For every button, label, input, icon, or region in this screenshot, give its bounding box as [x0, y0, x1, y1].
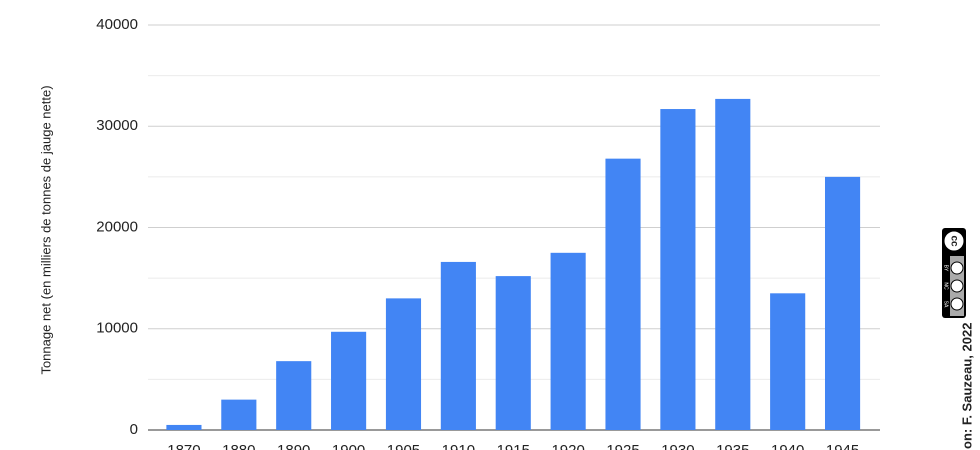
- badge-part: BY: [943, 265, 949, 272]
- badge-icon: [950, 297, 964, 311]
- badge-icon: [950, 261, 964, 275]
- bar: [385, 298, 422, 430]
- bar: [276, 361, 312, 430]
- badge-icon: [950, 279, 964, 293]
- bar: [331, 331, 367, 430]
- x-tick-label: 1920: [551, 442, 584, 450]
- y-tick-label: 40000: [96, 16, 138, 33]
- bar: [715, 98, 751, 430]
- x-tick-label: 1870: [167, 442, 200, 450]
- bar: [824, 176, 861, 430]
- x-tick-label: 1900: [332, 442, 365, 450]
- badge-part: NC: [943, 282, 949, 290]
- bar: [440, 261, 476, 430]
- x-tick-label: 1880: [222, 442, 255, 450]
- x-tick-label: 1925: [606, 442, 639, 450]
- credit: on: F. Sauzeau, 2022: [959, 323, 974, 449]
- bar: [495, 276, 531, 430]
- x-tick-label: 1890: [277, 442, 310, 450]
- bar: [770, 293, 806, 430]
- x-tick-label: 1935: [716, 442, 749, 450]
- x-tick-label: 1915: [497, 442, 530, 450]
- y-tick-label: 0: [130, 421, 138, 438]
- y-tick-label: 20000: [96, 218, 138, 235]
- badge-cc: cc: [948, 235, 959, 247]
- x-tick-label: 1930: [661, 442, 694, 450]
- y-tick-label: 10000: [96, 320, 138, 337]
- x-tick-label: 1945: [826, 442, 859, 450]
- bar: [550, 252, 586, 430]
- y-tick-label: 30000: [96, 117, 138, 134]
- bar: [605, 158, 641, 430]
- bar: [166, 424, 202, 430]
- x-tick-label: 1910: [442, 442, 475, 450]
- badge-part: SA: [943, 301, 949, 308]
- x-tick-label: 1940: [771, 442, 804, 450]
- license-badge: cc BY NC SA: [942, 228, 966, 318]
- x-tick-label: 1905: [387, 442, 420, 450]
- y-axis-label: Tonnage net (en milliers de tonnes de ja…: [38, 85, 53, 374]
- badge-cc-circle: [943, 230, 965, 252]
- bar: [660, 109, 696, 430]
- bar: [221, 399, 257, 430]
